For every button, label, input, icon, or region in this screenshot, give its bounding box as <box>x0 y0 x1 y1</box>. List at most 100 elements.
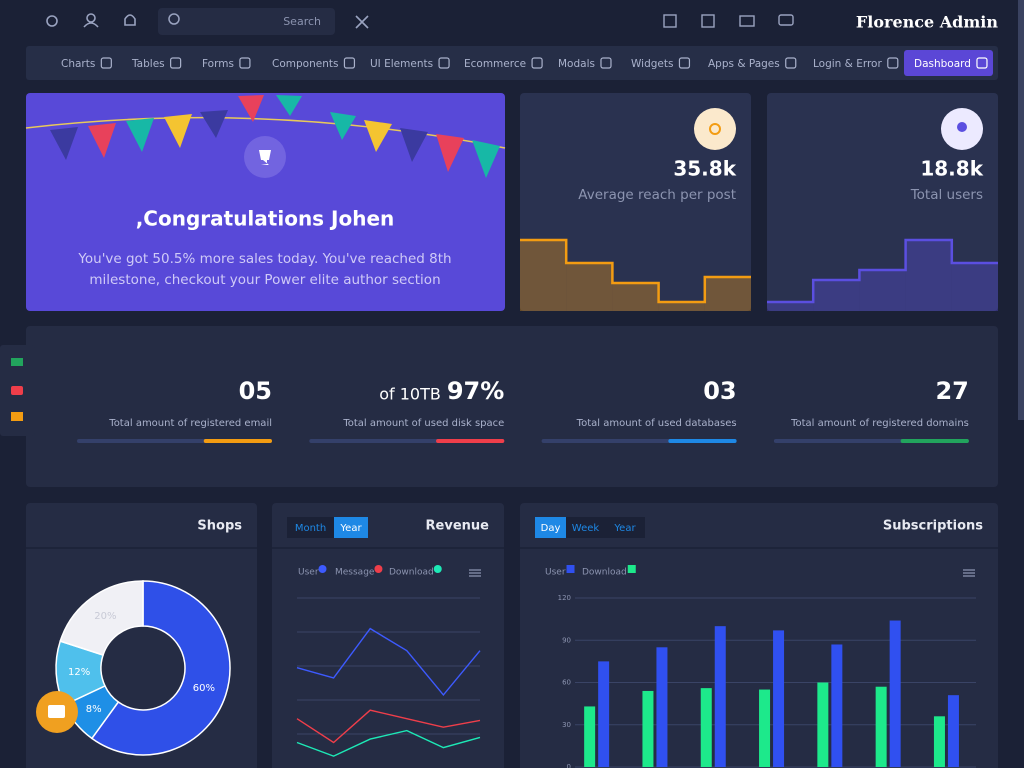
fullscreen-icon[interactable] <box>355 15 369 29</box>
bar <box>875 686 887 767</box>
bell-icon[interactable] <box>124 14 136 26</box>
side-icon[interactable] <box>11 412 23 421</box>
trend-step <box>520 240 567 311</box>
tab[interactable] <box>605 517 645 538</box>
legend-label: Download <box>389 568 434 578</box>
nav-item[interactable]: UI Elements <box>370 58 433 70</box>
bar <box>759 689 771 767</box>
tab-label[interactable]: Month <box>295 523 326 534</box>
scrollbar <box>1018 0 1024 420</box>
revenue-card <box>272 503 504 768</box>
tab[interactable] <box>566 517 605 538</box>
nav-item[interactable]: Components <box>272 58 338 70</box>
nav-icon <box>678 57 691 69</box>
bar <box>584 706 596 767</box>
stat-icon <box>694 108 736 150</box>
trend-step <box>767 302 814 311</box>
hero-text: milestone, checkout your Power elite aut… <box>89 272 440 288</box>
line-series <box>296 729 481 757</box>
metric-value: 97% <box>447 377 504 405</box>
trend-line <box>520 238 751 304</box>
legend-marker <box>374 565 383 573</box>
metric-value: 27 <box>935 377 968 405</box>
search-placeholder: Search <box>283 15 321 28</box>
tasks-icon[interactable] <box>701 14 715 28</box>
line-series <box>296 627 481 696</box>
chat-icon[interactable] <box>778 14 794 26</box>
user-icon[interactable] <box>86 13 96 23</box>
donut-label: 20% <box>94 611 116 622</box>
nav-icon <box>239 57 251 69</box>
users-icon <box>957 122 967 132</box>
line-series <box>296 709 481 744</box>
metrics-card <box>26 326 998 487</box>
bar <box>947 695 959 767</box>
bar <box>889 620 901 767</box>
search-box[interactable] <box>158 8 335 35</box>
legend-label: Download <box>582 568 627 578</box>
bar <box>773 630 785 767</box>
nav-item[interactable]: Tables <box>131 58 165 70</box>
trend-step <box>951 263 998 311</box>
tab-label[interactable]: Year <box>339 523 362 534</box>
calendar-icon[interactable] <box>663 14 677 28</box>
y-tick-label: 90 <box>562 636 571 644</box>
nav-icon <box>438 57 450 69</box>
nav-icon <box>343 57 356 69</box>
nav-active[interactable] <box>904 50 993 76</box>
hero-text: You've got 50.5% more sales today. You'v… <box>77 251 451 267</box>
metric-label: Total amount of registered email <box>108 418 272 429</box>
progress-bar <box>436 439 505 443</box>
nav-item[interactable]: Apps & Pages <box>708 58 780 70</box>
legend-marker <box>318 565 327 573</box>
search-icon <box>168 13 180 25</box>
bar <box>817 682 829 767</box>
bar <box>656 647 668 767</box>
tab[interactable] <box>287 517 334 538</box>
stat-value: 35.8k <box>673 157 736 181</box>
legend-label: Message <box>335 568 375 578</box>
tab-label[interactable]: Day <box>541 523 561 534</box>
nav-icon <box>100 57 112 69</box>
trophy-icon <box>259 150 271 165</box>
y-tick-label: 120 <box>558 594 571 602</box>
tab-label[interactable]: Week <box>572 523 600 534</box>
donut-label: 60% <box>193 683 215 694</box>
tab[interactable] <box>535 517 566 538</box>
menu-icon[interactable] <box>469 569 481 577</box>
nav-item[interactable]: Dashboard <box>914 58 971 70</box>
bar <box>831 644 843 767</box>
legend-label: User <box>545 568 566 578</box>
tab[interactable] <box>334 517 368 538</box>
nav-item[interactable]: Charts <box>61 58 95 70</box>
tab-label[interactable]: Year <box>613 523 636 534</box>
nav-item[interactable]: Widgets <box>631 58 673 70</box>
y-tick-label: 30 <box>562 721 571 729</box>
settings-icon[interactable] <box>46 15 58 27</box>
metric-label: Total amount of used databases <box>576 418 737 429</box>
side-icon[interactable] <box>11 358 23 366</box>
hero-card <box>26 93 505 311</box>
mail-icon[interactable] <box>739 15 755 27</box>
bunting <box>50 95 500 178</box>
legend-marker <box>627 565 636 573</box>
donut-label: 12% <box>68 667 90 678</box>
y-tick-label: 0 <box>567 763 571 768</box>
trend-line <box>767 238 998 304</box>
nav-item[interactable]: Modals <box>558 58 595 70</box>
side-icon[interactable] <box>11 386 23 395</box>
charts-layer: Charts Tables Forms Components UI Elements Ec… <box>55 50 998 768</box>
nav-item[interactable]: Forms <box>202 58 234 70</box>
nav-item[interactable]: Login & Error <box>813 58 882 70</box>
metric-prefix: of 10TB <box>379 385 441 404</box>
stat-card <box>767 93 998 311</box>
progress-bar <box>203 439 272 443</box>
menu-icon[interactable] <box>963 569 975 577</box>
nav-item[interactable]: Ecommerce <box>464 58 526 70</box>
donut-label: 8% <box>86 704 102 715</box>
card-title: Subscriptions <box>883 519 983 534</box>
legend-marker <box>566 565 575 573</box>
target-icon <box>709 123 721 135</box>
bar <box>700 688 712 767</box>
